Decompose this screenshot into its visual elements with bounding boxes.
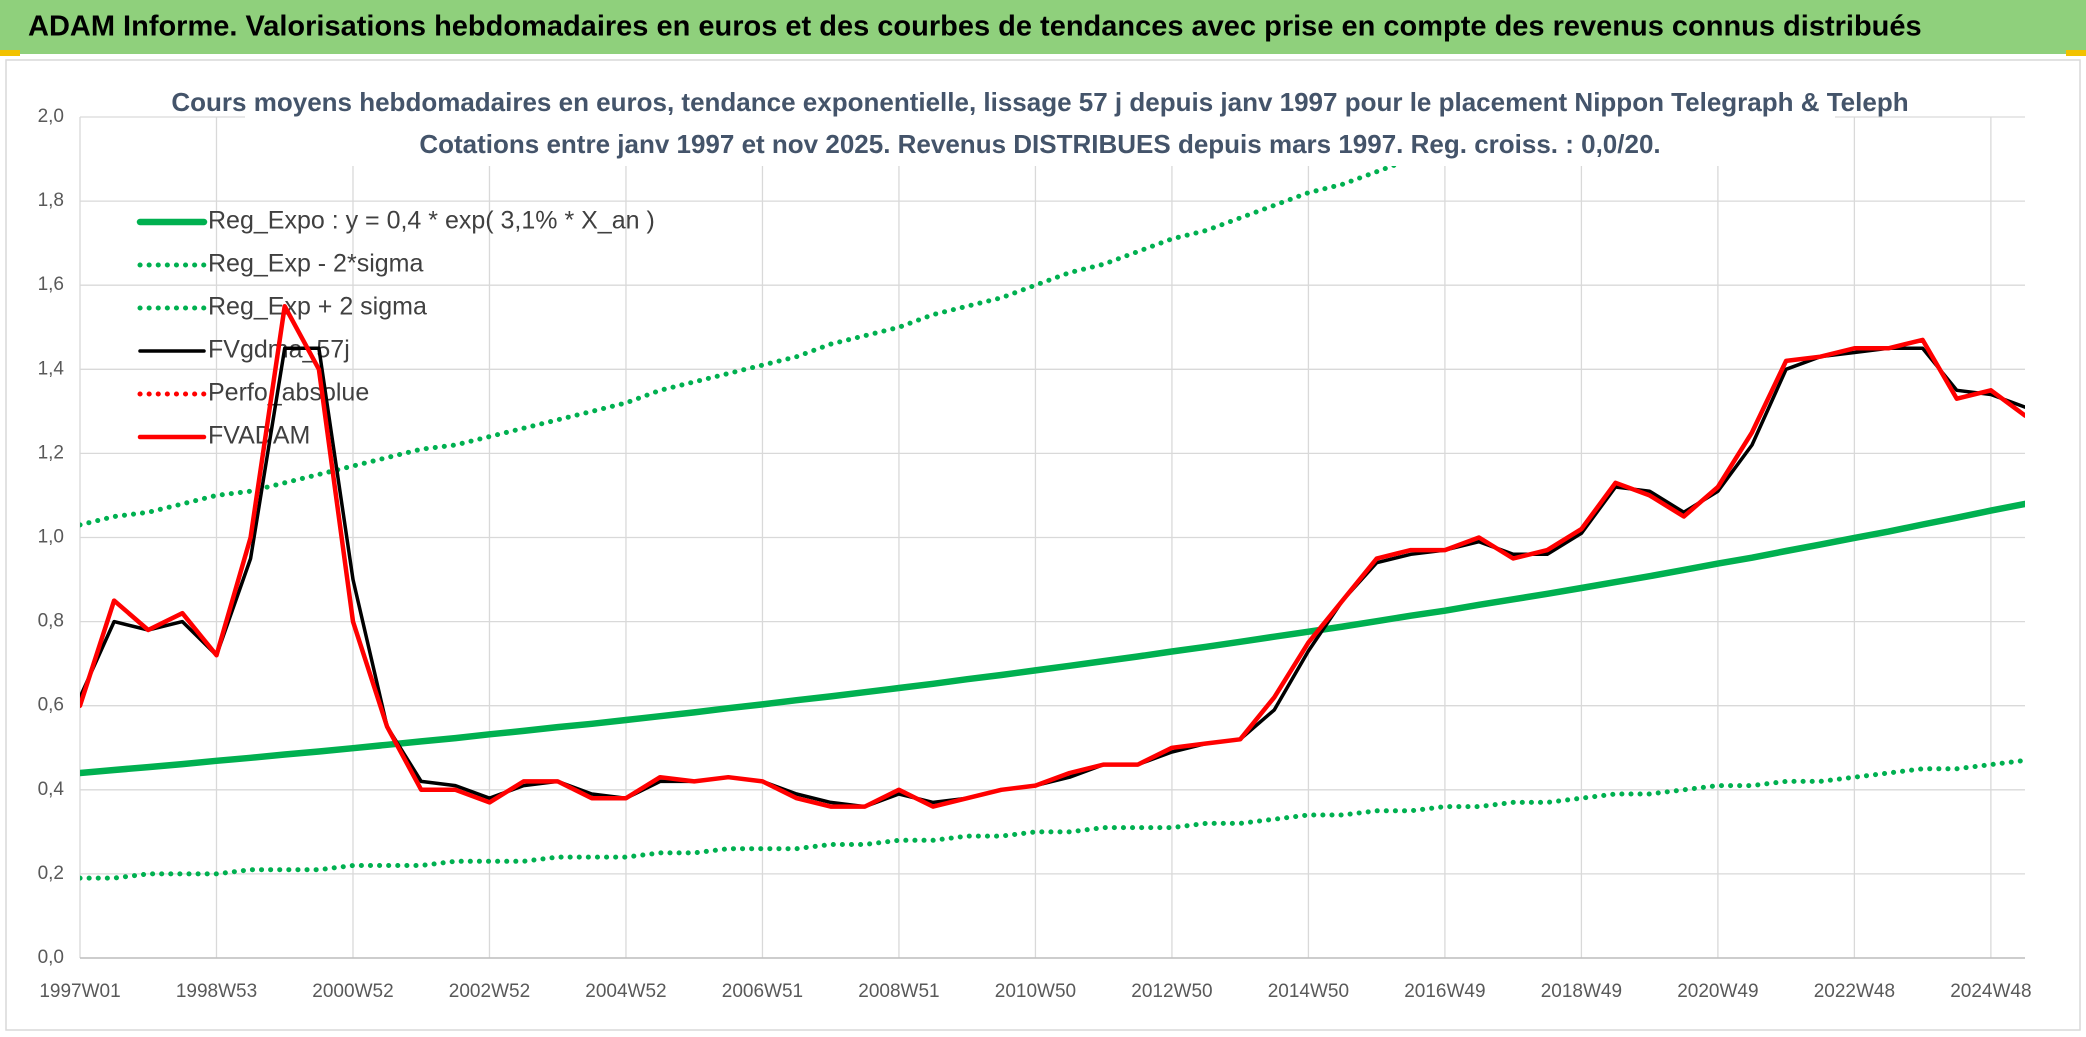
- corner-mark: [2066, 50, 2086, 56]
- x-tick-label: 1998W53: [176, 981, 257, 1002]
- chart-frame: [5, 59, 2081, 1031]
- x-tick-label: 2006W51: [722, 981, 803, 1002]
- y-tick-label: 1,4: [38, 358, 65, 379]
- y-tick-label: 1,0: [38, 527, 64, 548]
- x-tick-label: 2002W52: [449, 981, 530, 1002]
- x-tick-label: 2004W52: [585, 981, 666, 1002]
- x-tick-label: 2010W50: [995, 981, 1076, 1002]
- x-tick-label: 2000W52: [312, 981, 393, 1002]
- grid: 0,0 0,2 0,4 0,6 0,8 1,0 1,2 1,4 1,6 1,8 2,0 1997W01…: [38, 106, 2032, 1002]
- plot-lines: [80, 117, 2025, 881]
- legend-label: Perfo_absolue: [208, 379, 369, 407]
- y-tick-label: 1,6: [38, 274, 64, 295]
- y-tick-label: 0,2: [38, 863, 64, 884]
- y-tick-label: 0,8: [38, 611, 64, 632]
- y-tick-label: 2,0: [38, 106, 64, 127]
- series-line: [80, 303, 2025, 809]
- series-line: [80, 500, 2025, 777]
- y-tick-label: 1,2: [38, 442, 64, 463]
- header-band: [0, 0, 2086, 54]
- chart-subtitle: Cotations entre janv 1997 et nov 2025. R…: [419, 129, 1660, 159]
- x-tick-label: 1997W01: [39, 981, 120, 1002]
- x-tick-label: 2020W49: [1677, 981, 1758, 1002]
- chart-titles: Cours moyens hebdomadaires en euros, ten…: [171, 84, 1909, 166]
- legend-label: Reg_Expo : y = 0,4 * exp( 3,1% * X_an ): [208, 207, 655, 235]
- y-tick-label: 1,8: [38, 190, 64, 211]
- legend-label: Reg_Exp + 2 sigma: [208, 293, 427, 321]
- corner-mark: [0, 50, 20, 56]
- x-tick-label: 2016W49: [1404, 981, 1485, 1002]
- x-tick-label: 2012W50: [1131, 981, 1212, 1002]
- page-title: ADAM Informe. Valorisations hebdomadaire…: [28, 11, 1922, 43]
- x-tick-label: 2022W48: [1814, 981, 1895, 1002]
- title-background: [245, 84, 1835, 166]
- x-tick-label: 2024W48: [1950, 981, 2031, 1002]
- x-tick-label: 2014W50: [1268, 981, 1349, 1002]
- legend-label: Reg_Exp - 2*sigma: [208, 250, 423, 278]
- y-tick-label: 0,0: [38, 947, 64, 968]
- chart-title: Cours moyens hebdomadaires en euros, ten…: [171, 87, 1908, 117]
- series-line: [80, 757, 2025, 881]
- y-tick-label: 0,4: [38, 779, 65, 800]
- y-tick-label: 0,6: [38, 695, 64, 716]
- legend-label: FVADAM: [208, 422, 310, 450]
- x-tick-label: 2018W49: [1541, 981, 1622, 1002]
- x-tick-label: 2008W51: [858, 981, 939, 1002]
